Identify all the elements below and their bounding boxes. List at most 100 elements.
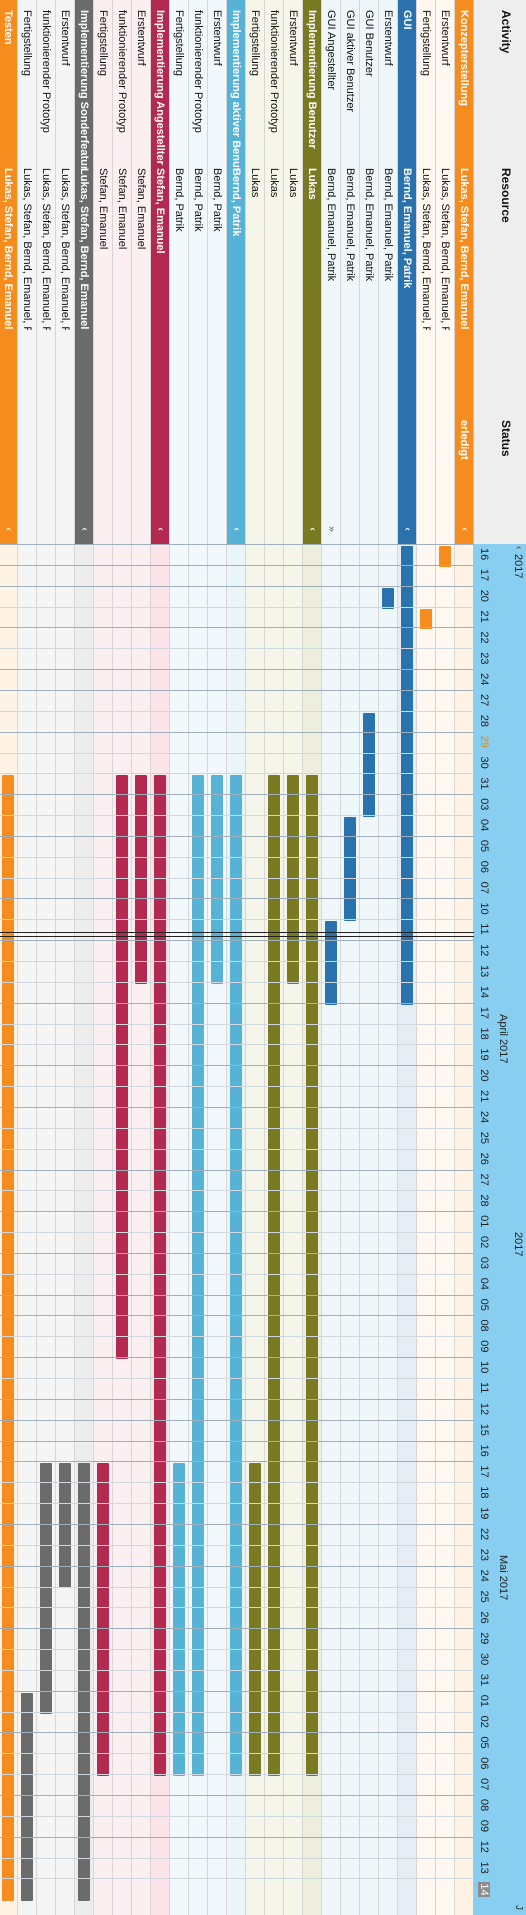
resource-cell: Lukas — [268, 168, 280, 198]
day-label: 21 — [478, 1090, 490, 1103]
task-bar[interactable] — [154, 775, 166, 1777]
task-bar[interactable] — [211, 775, 223, 984]
task-bar[interactable] — [116, 775, 128, 1360]
task-bar[interactable] — [192, 775, 204, 1777]
grid-line — [0, 794, 474, 796]
day-label: 27 — [478, 1173, 490, 1186]
day-label: 03 — [478, 798, 490, 811]
task-bar[interactable] — [135, 775, 147, 984]
expand-icon[interactable]: » — [326, 526, 337, 532]
collapse-icon[interactable]: ‹ — [155, 527, 166, 531]
collapse-icon[interactable]: ‹ — [231, 527, 242, 531]
collapse-icon[interactable]: ‹ — [3, 527, 14, 531]
activity-cell: Implementierung Benutzer — [306, 10, 318, 149]
status-cell: erledigt — [458, 420, 470, 460]
collapse-icon[interactable]: ‹ — [402, 527, 413, 531]
task-bar[interactable] — [78, 1463, 90, 1902]
resource-cell: Lukas — [287, 168, 299, 198]
task-bar[interactable] — [382, 587, 394, 609]
task-bar[interactable] — [287, 775, 299, 984]
grid-line — [0, 1148, 474, 1150]
day-label: 20 — [478, 1069, 490, 1082]
day-label: 30 — [478, 1653, 490, 1666]
timeline-cell — [75, 544, 93, 1915]
resource-cell: Bernd, Emanuel, Patrik — [363, 168, 375, 282]
day-label: 12 — [478, 1840, 490, 1853]
resource-cell: Lukas, Stefan, Bernd, Emanuel, Patrik — [40, 168, 52, 330]
task-bar[interactable] — [344, 817, 356, 922]
resource-cell: Bernd, Emanuel, Patrik — [325, 168, 337, 282]
timeline-cell — [189, 544, 207, 1915]
grid-line — [0, 1378, 474, 1379]
grid-line — [0, 544, 474, 545]
grid-line — [0, 1044, 474, 1046]
grid-line — [0, 1023, 474, 1025]
grid-line — [0, 773, 474, 775]
status-column-header[interactable]: Status — [499, 420, 513, 457]
collapse-icon[interactable]: ‹ — [307, 527, 318, 531]
grid-line — [0, 981, 474, 983]
grid-line — [0, 1232, 474, 1234]
activity-cell: GUI aktiver Benutzer — [344, 10, 356, 113]
grid-line — [0, 1523, 474, 1525]
collapse-icon[interactable]: ‹ — [459, 527, 470, 531]
activity-cell: Fertigstellung — [249, 10, 261, 77]
day-label: 06 — [478, 860, 490, 873]
grid-line — [0, 1586, 474, 1588]
day-label: 21 — [478, 610, 490, 623]
collapse-icon[interactable]: ‹ — [79, 527, 90, 531]
activity-cell: Implementierung Angestellter — [154, 10, 166, 165]
day-label: 26 — [478, 1611, 490, 1624]
task-bar[interactable] — [21, 1692, 33, 1902]
day-label: 17 — [478, 568, 490, 582]
grid-line — [0, 1690, 474, 1692]
task-bar[interactable] — [363, 712, 375, 818]
grid-line — [0, 1127, 474, 1129]
activity-cell: Erstentwurf — [287, 10, 299, 66]
task-bar[interactable] — [306, 775, 318, 1777]
task-bar[interactable] — [420, 608, 432, 630]
task-bar[interactable] — [173, 1463, 185, 1777]
task-bar[interactable] — [268, 775, 280, 1777]
day-label: 29 — [478, 1632, 490, 1645]
activity-cell: Fertigstellung — [21, 10, 33, 77]
grid-line — [0, 898, 474, 900]
grid-line — [0, 1294, 474, 1296]
timeline-cell — [56, 544, 74, 1915]
day-label: 20 — [478, 589, 490, 602]
status-cell — [360, 420, 378, 490]
status-cell — [265, 420, 283, 490]
task-bar[interactable] — [97, 1463, 109, 1777]
resource-cell: Bernd, Emanuel, Patrik — [382, 168, 394, 282]
activity-cell: Erstentwurf — [211, 10, 223, 66]
task-bar[interactable] — [230, 775, 242, 1777]
timeline-cell — [379, 544, 397, 1915]
status-cell — [417, 420, 435, 490]
grid-line — [0, 1461, 474, 1463]
grid-line — [0, 1336, 474, 1338]
grid-line — [0, 1190, 474, 1192]
scroll-right-label[interactable]: J — [513, 1905, 524, 1910]
grid-line — [0, 1669, 474, 1671]
task-bar[interactable] — [439, 546, 451, 567]
resource-column-header[interactable]: Resource — [499, 168, 513, 223]
task-bar[interactable] — [40, 1463, 52, 1714]
activity-cell: GUI Angestellter — [325, 10, 337, 91]
day-label: 09 — [478, 1819, 490, 1833]
grid-line — [0, 919, 474, 921]
resource-cell: Bernd, Patrik — [230, 168, 242, 237]
day-label: 22 — [478, 631, 490, 644]
status-cell — [151, 420, 169, 490]
status-cell — [284, 420, 302, 490]
timeline-cell — [436, 544, 454, 1915]
scroll-left-icon[interactable]: ‹ — [513, 546, 524, 550]
activity-cell: GUI Benutzer — [363, 10, 375, 77]
activity-cell: funktionierender Prototyp — [116, 10, 128, 133]
activity-cell: Erstentwurf — [59, 10, 71, 66]
task-bar[interactable] — [249, 1463, 261, 1777]
resource-cell: Bernd, Emanuel, Patrik — [401, 168, 413, 289]
timeline-cell — [455, 544, 473, 1915]
activity-column-header[interactable]: Activity — [499, 10, 513, 54]
grid-line — [0, 815, 474, 817]
day-label: 17 — [478, 1465, 490, 1478]
